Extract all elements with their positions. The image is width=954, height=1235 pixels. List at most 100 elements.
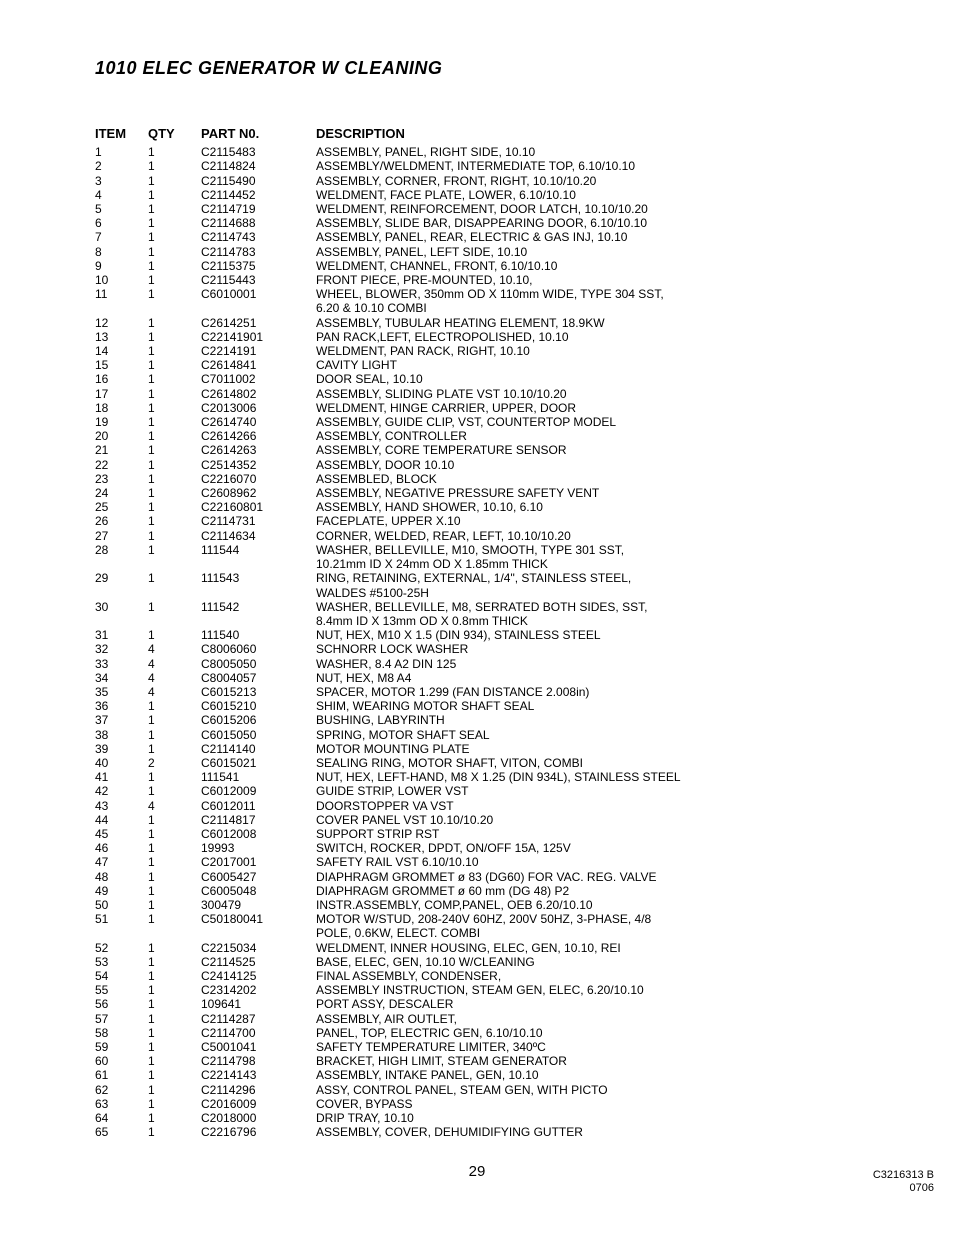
cell-item: 30 xyxy=(95,600,148,614)
cell-part: C2013006 xyxy=(201,401,316,415)
cell-qty: 1 xyxy=(148,188,201,202)
cell-item: 25 xyxy=(95,500,148,514)
cell-qty: 4 xyxy=(148,642,201,656)
cell-qty: 1 xyxy=(148,401,201,415)
cell-item: 18 xyxy=(95,401,148,415)
table-row: 621C2114296ASSY, CONTROL PANEL, STEAM GE… xyxy=(95,1083,869,1097)
table-row: 511C50180041MOTOR W/STUD, 208-240V 60HZ,… xyxy=(95,912,869,926)
cell-part: C2216070 xyxy=(201,472,316,486)
cell-qty: 4 xyxy=(148,657,201,671)
cell-part: C2114452 xyxy=(201,188,316,202)
cell-qty: 1 xyxy=(148,841,201,855)
cell-desc: DIAPHRAGM GROMMET ø 60 mm (DG 48) P2 xyxy=(316,884,869,898)
table-row: 21C2114824ASSEMBLY/WELDMENT, INTERMEDIAT… xyxy=(95,159,869,173)
cell-desc: ASSEMBLY, PANEL, RIGHT SIDE, 10.10 xyxy=(316,145,869,159)
cell-item: 43 xyxy=(95,799,148,813)
cell-item: 6 xyxy=(95,216,148,230)
cell-part: C2614263 xyxy=(201,443,316,457)
table-row: 241C2608962ASSEMBLY, NEGATIVE PRESSURE S… xyxy=(95,486,869,500)
cell-qty: 1 xyxy=(148,372,201,386)
cell-desc: SAFETY TEMPERATURE LIMITER, 340ºC xyxy=(316,1040,869,1054)
page-title: 1010 ELEC GENERATOR W CLEANING xyxy=(95,58,869,79)
cell-part: C2214191 xyxy=(201,344,316,358)
table-row: 201C2614266ASSEMBLY, CONTROLLER xyxy=(95,429,869,443)
cell-part: C6015206 xyxy=(201,713,316,727)
table-row: 481C6005427DIAPHRAGM GROMMET ø 83 (DG60)… xyxy=(95,870,869,884)
cell-item: 5 xyxy=(95,202,148,216)
cell-part: C6012009 xyxy=(201,784,316,798)
table-row: 46119993SWITCH, ROCKER, DPDT, ON/OFF 15A… xyxy=(95,841,869,855)
cell-item: 7 xyxy=(95,230,148,244)
cell-item: 58 xyxy=(95,1026,148,1040)
cell-qty: 1 xyxy=(148,145,201,159)
cell-part: C2214143 xyxy=(201,1068,316,1082)
cell-desc: BASE, ELEC, GEN, 10.10 W/CLEANING xyxy=(316,955,869,969)
table-row: 10.21mm ID X 24mm OD X 1.85mm THICK xyxy=(95,557,869,571)
cell-desc: WELDMENT, HINGE CARRIER, UPPER, DOOR xyxy=(316,401,869,415)
cell-desc: DIAPHRAGM GROMMET ø 83 (DG60) FOR VAC. R… xyxy=(316,870,869,884)
cell-part: C2114525 xyxy=(201,955,316,969)
cell-qty: 1 xyxy=(148,728,201,742)
cell-desc: COVER, BYPASS xyxy=(316,1097,869,1111)
cell-part: C2608962 xyxy=(201,486,316,500)
cell-part: C2614841 xyxy=(201,358,316,372)
table-row: 71C2114743ASSEMBLY, PANEL, REAR, ELECTRI… xyxy=(95,230,869,244)
cell-desc: ASSEMBLY, CONTROLLER xyxy=(316,429,869,443)
cell-desc: SUPPORT STRIP RST xyxy=(316,827,869,841)
table-row: 531C2114525BASE, ELEC, GEN, 10.10 W/CLEA… xyxy=(95,955,869,969)
cell-item: 14 xyxy=(95,344,148,358)
cell-qty: 1 xyxy=(148,174,201,188)
cell-item: 11 xyxy=(95,287,148,301)
cell-desc: SEALING RING, MOTOR SHAFT, VITON, COMBI xyxy=(316,756,869,770)
table-row: 251C22160801ASSEMBLY, HAND SHOWER, 10.10… xyxy=(95,500,869,514)
cell-desc: ASSEMBLY, GUIDE CLIP, VST, COUNTERTOP MO… xyxy=(316,415,869,429)
header-qty: QTY xyxy=(148,127,201,141)
table-row: 151C2614841CAVITY LIGHT xyxy=(95,358,869,372)
table-row: 451C6012008SUPPORT STRIP RST xyxy=(95,827,869,841)
table-row: 371C6015206BUSHING, LABYRINTH xyxy=(95,713,869,727)
table-row: 611C2214143ASSEMBLY, INTAKE PANEL, GEN, … xyxy=(95,1068,869,1082)
cell-item: 55 xyxy=(95,983,148,997)
table-row: 561109641PORT ASSY, DESCALER xyxy=(95,997,869,1011)
cell-item: 19 xyxy=(95,415,148,429)
cell-desc: 10.21mm ID X 24mm OD X 1.85mm THICK xyxy=(316,557,869,571)
cell-item: 8 xyxy=(95,245,148,259)
cell-qty: 1 xyxy=(148,1097,201,1111)
cell-item: 63 xyxy=(95,1097,148,1111)
cell-desc: ASSEMBLED, BLOCK xyxy=(316,472,869,486)
cell-qty: 1 xyxy=(148,1083,201,1097)
table-row: 521C2215034WELDMENT, INNER HOUSING, ELEC… xyxy=(95,941,869,955)
table-row: 491C6005048DIAPHRAGM GROMMET ø 60 mm (DG… xyxy=(95,884,869,898)
table-row: 101C2115443FRONT PIECE, PRE-MOUNTED, 10.… xyxy=(95,273,869,287)
cell-desc: DRIP TRAY, 10.10 xyxy=(316,1111,869,1125)
cell-item: 65 xyxy=(95,1125,148,1139)
cell-part: C7011002 xyxy=(201,372,316,386)
cell-part: C2114824 xyxy=(201,159,316,173)
cell-part: 300479 xyxy=(201,898,316,912)
cell-part: C6005048 xyxy=(201,884,316,898)
cell-part: C8005050 xyxy=(201,657,316,671)
cell-desc: CORNER, WELDED, REAR, LEFT, 10.10/10.20 xyxy=(316,529,869,543)
cell-desc: SPACER, MOTOR 1.299 (FAN DISTANCE 2.008i… xyxy=(316,685,869,699)
cell-part: C8006060 xyxy=(201,642,316,656)
cell-item: 20 xyxy=(95,429,148,443)
table-row: 111C6010001WHEEL, BLOWER, 350mm OD X 110… xyxy=(95,287,869,301)
cell-qty: 1 xyxy=(148,784,201,798)
cell-desc: RING, RETAINING, EXTERNAL, 1/4", STAINLE… xyxy=(316,571,869,585)
cell-qty: 1 xyxy=(148,429,201,443)
cell-part: C2114731 xyxy=(201,514,316,528)
cell-part: C2514352 xyxy=(201,458,316,472)
table-row: POLE, 0.6KW, ELECT. COMBI xyxy=(95,926,869,940)
cell-part: C2114688 xyxy=(201,216,316,230)
cell-item: 15 xyxy=(95,358,148,372)
cell-part: C2614251 xyxy=(201,316,316,330)
cell-qty: 1 xyxy=(148,1054,201,1068)
cell-part: C8004057 xyxy=(201,671,316,685)
cell-qty: 1 xyxy=(148,969,201,983)
cell-desc: NUT, HEX, LEFT-HAND, M8 X 1.25 (DIN 934L… xyxy=(316,770,869,784)
cell-desc: WHEEL, BLOWER, 350mm OD X 110mm WIDE, TY… xyxy=(316,287,869,301)
cell-desc: ASSEMBLY, AIR OUTLET, xyxy=(316,1012,869,1026)
cell-desc: ASSEMBLY, CORNER, FRONT, RIGHT, 10.10/10… xyxy=(316,174,869,188)
cell-item: 2 xyxy=(95,159,148,173)
cell-item: 23 xyxy=(95,472,148,486)
